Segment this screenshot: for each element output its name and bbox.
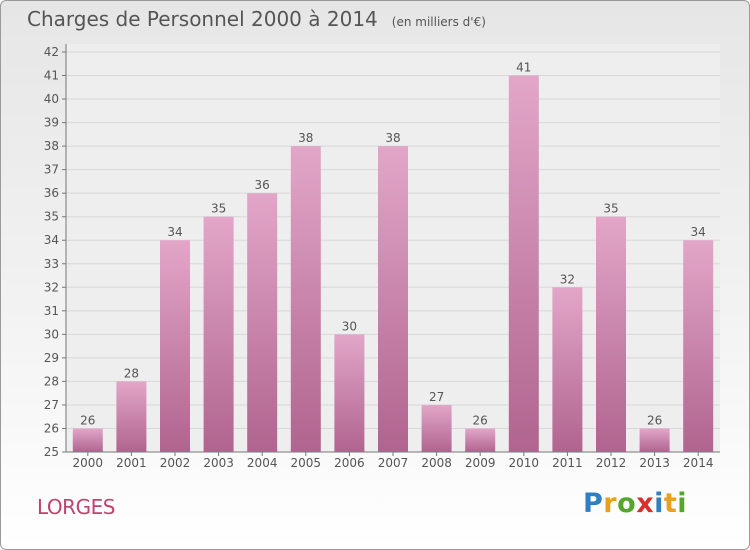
logo-letter: P xyxy=(583,488,604,519)
y-tick-label: 26 xyxy=(44,421,59,435)
bar-value-label: 38 xyxy=(385,131,400,145)
bar xyxy=(508,75,539,452)
y-tick-label: 34 xyxy=(44,233,59,247)
chart-unit: (en milliers d'€) xyxy=(391,15,486,29)
y-tick-label: 28 xyxy=(44,374,59,388)
logo-letter: i xyxy=(654,488,664,519)
bar xyxy=(465,428,496,452)
y-tick-label: 40 xyxy=(44,92,59,106)
y-tick-label: 38 xyxy=(44,139,59,153)
logo-letter: r xyxy=(603,488,618,519)
y-tick-label: 42 xyxy=(44,45,59,59)
bar-value-label: 35 xyxy=(603,202,618,216)
bar-value-label: 32 xyxy=(560,272,575,286)
bar xyxy=(596,216,626,452)
x-tick-label: 2000 xyxy=(73,456,104,470)
x-tick-label: 2003 xyxy=(203,456,234,470)
y-tick-label: 32 xyxy=(44,280,59,294)
logo-letter: x xyxy=(636,488,655,519)
y-tick-label: 36 xyxy=(44,186,59,200)
bar xyxy=(160,240,190,452)
commune-name: LORGES xyxy=(37,495,115,519)
x-tick-label: 2007 xyxy=(378,456,409,470)
x-tick-label: 2001 xyxy=(116,456,147,470)
bar-value-label: 30 xyxy=(342,319,357,333)
logo-letter: i xyxy=(677,488,688,519)
y-tick-label: 30 xyxy=(44,327,59,341)
bar-value-label: 41 xyxy=(516,61,531,75)
bar xyxy=(72,428,103,452)
bar xyxy=(378,146,408,452)
y-tick-label: 41 xyxy=(44,69,59,83)
bar-value-label: 34 xyxy=(167,225,182,239)
y-tick-label: 33 xyxy=(44,257,59,271)
bar-value-label: 26 xyxy=(473,413,488,427)
x-tick-label: 2011 xyxy=(552,456,583,470)
bar-value-label: 27 xyxy=(429,390,444,404)
y-tick-label: 31 xyxy=(44,304,59,318)
logo-letter: t xyxy=(663,488,678,519)
bar-value-label: 35 xyxy=(211,202,226,216)
chart-title-text: Charges de Personnel 2000 à 2014 xyxy=(27,7,378,31)
y-tick-label: 35 xyxy=(44,210,59,224)
x-tick-label: 2013 xyxy=(639,456,670,470)
y-tick-label: 25 xyxy=(44,445,59,459)
y-tick-label: 37 xyxy=(44,163,59,177)
x-tick-label: 2008 xyxy=(421,456,452,470)
x-tick-label: 2004 xyxy=(247,456,278,470)
x-tick-label: 2005 xyxy=(291,456,322,470)
bar-value-label: 28 xyxy=(124,366,139,380)
x-tick-label: 2010 xyxy=(509,456,540,470)
bar xyxy=(247,193,278,453)
y-tick-label: 29 xyxy=(44,351,59,365)
y-tick-label: 39 xyxy=(44,116,59,130)
bar xyxy=(639,428,670,452)
bar xyxy=(116,381,147,452)
bar-value-label: 26 xyxy=(647,413,662,427)
y-tick-label: 27 xyxy=(44,398,59,412)
x-tick-label: 2009 xyxy=(465,456,496,470)
x-tick-label: 2012 xyxy=(596,456,627,470)
logo-letter: o xyxy=(617,488,637,519)
bar xyxy=(203,216,234,452)
bar-value-label: 34 xyxy=(691,225,706,239)
bar-value-label: 38 xyxy=(298,131,313,145)
x-tick-label: 2014 xyxy=(683,456,714,470)
bar-value-label: 36 xyxy=(255,178,270,192)
bar xyxy=(421,404,452,452)
bar xyxy=(683,240,714,452)
x-tick-label: 2006 xyxy=(334,456,365,470)
proxiti-logo[interactable]: Proxiti xyxy=(583,488,687,519)
bar xyxy=(290,146,321,452)
bar-value-label: 26 xyxy=(80,413,95,427)
chart-title: Charges de Personnel 2000 à 2014 (en mill… xyxy=(27,7,486,31)
bar xyxy=(334,334,365,452)
bar xyxy=(552,287,583,452)
x-tick-label: 2002 xyxy=(160,456,191,470)
